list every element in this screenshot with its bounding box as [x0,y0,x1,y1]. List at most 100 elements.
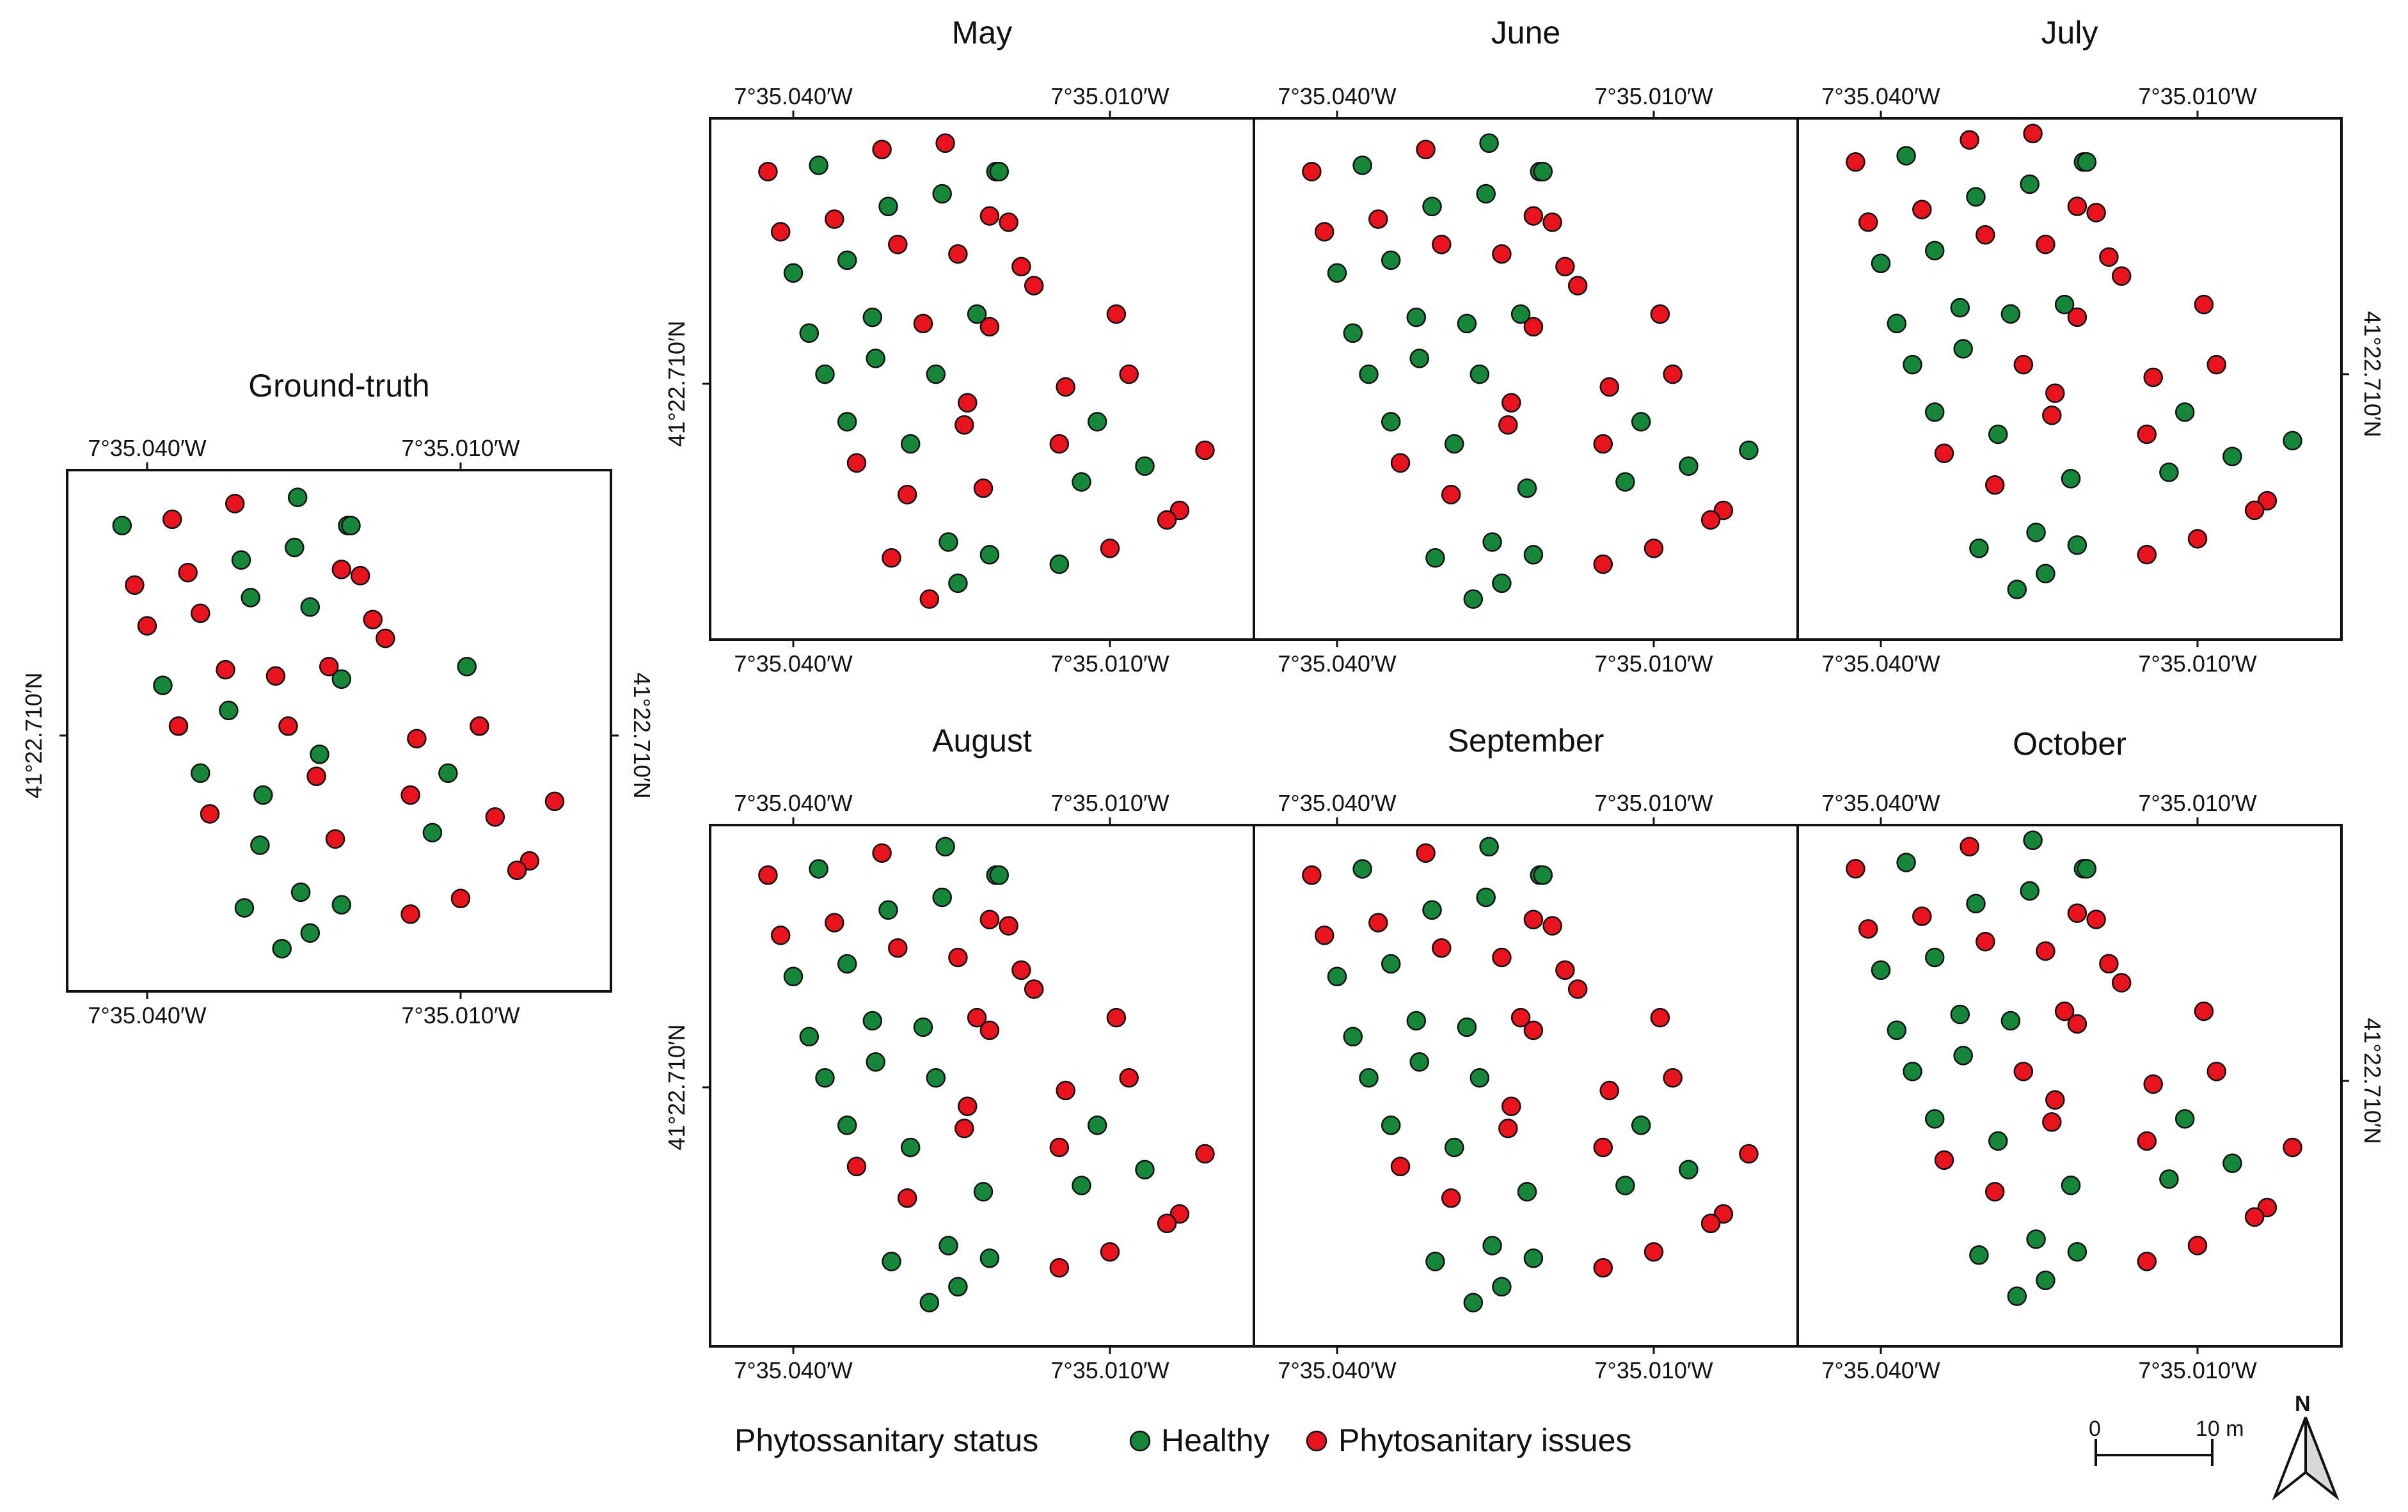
tree-point-issue [897,485,917,505]
tree-point-issue [1100,539,1120,558]
map-frame [1253,824,1799,1348]
tree-point-healthy [809,859,828,879]
tree-point-healthy [1482,1236,1502,1256]
tree-point-issue [2137,1131,2157,1151]
tree-point-issue [2042,1112,2062,1132]
tree-point-healthy [2222,446,2242,466]
tree-point-issue [1846,152,1865,172]
tree-point-healthy [1409,349,1429,368]
tree-point-issue [1024,979,1044,999]
tree-point-issue [544,791,565,812]
tree-point-healthy [1924,1109,1945,1129]
tree-point-issue [2067,196,2087,216]
tree-point-issue [2137,544,2157,565]
tree-point-healthy [1953,1046,1973,1066]
tree-point-healthy [862,1011,883,1031]
tree-point-healthy [2159,462,2179,482]
tree-point-issue [1976,931,1995,952]
latitude-tick-label: 41°22.710′N [2359,1018,2386,1144]
tree-point-issue [2244,500,2265,521]
tree-point-healthy [799,1027,820,1047]
longitude-tick-label: 7°35.010′W [1050,83,1169,109]
tree-point-healthy [1533,865,1553,885]
tree-point-healthy [1406,1011,1427,1031]
latitude-tick-label: 41°22.710′N [2359,311,2386,437]
tree-point-issue [1011,256,1031,277]
tree-point-issue [954,415,974,435]
tree-point-healthy [331,669,352,689]
tree-point-issue [1960,130,1979,150]
tree-point-issue [1195,1144,1215,1164]
panel-title: August [932,723,1032,759]
tree-point-issue [1492,244,1512,264]
tree-point-issue [2137,1251,2157,1272]
tree-point-issue [191,603,210,624]
tree-point-issue [1984,475,2005,495]
tree-point-healthy [1988,424,2008,445]
tree-point-healthy [878,900,898,920]
tree-point-healthy [979,1248,1000,1268]
tree-point-issue [1523,317,1544,337]
tree-point-healthy [2026,1229,2046,1249]
legend-issues-label: Phytosanitary issues [1338,1422,1632,1458]
tree-point-healthy [1492,1277,1512,1297]
tree-point-issue [2137,424,2157,445]
tree-point-healthy [1969,1245,1989,1265]
tree-point-healthy [2067,1242,2087,1262]
tree-point-healthy [939,532,958,552]
tree-point-issue [846,1156,867,1177]
tree-point-healthy [2283,430,2302,451]
tree-point-healthy [932,887,952,908]
tree-point-issue [1416,843,1436,863]
longitude-tick-label: 7°35.010′W [2138,790,2256,816]
tree-point-healthy [2007,579,2027,599]
tree-point-healthy [967,304,987,324]
tree-point-issue [1056,377,1075,397]
tree-point-issue [973,478,994,498]
map-panel-july: July 7°35.040′W 7°35.040′W 7°35.010′W 7°35.0… [1796,15,2386,677]
tree-point-issue [2067,1014,2087,1034]
tree-point-healthy [866,1052,885,1072]
tree-point-healthy [1381,412,1401,432]
tree-point-issue [2143,367,2163,388]
map-frame [1796,117,2343,641]
tree-point-healthy [1359,364,1379,384]
tree-point-healthy [1444,1137,1464,1158]
tree-point-issue [1049,1137,1070,1158]
tree-point-healthy [250,835,270,855]
tree-point-healthy [862,307,883,327]
tree-point-issue [1934,443,1954,464]
tree-point-issue [948,947,968,968]
tree-point-healthy [1327,966,1347,987]
tree-point-healthy [1352,859,1372,879]
tree-point-issue [2187,529,2208,549]
tree-point-issue [2013,354,2034,375]
tree-point-issue [278,716,298,736]
tree-point-healthy [191,763,210,784]
tree-point-issue [407,728,427,749]
tree-point-healthy [1903,1061,1922,1082]
tree-point-healthy [900,434,921,454]
tree-point-healthy [2000,304,2021,324]
tree-point-healthy [2020,881,2040,901]
tree-point-issue [2283,1137,2302,1158]
tree-point-healthy [1469,364,1490,384]
tree-point-issue [2023,123,2043,144]
tree-point-healthy [1533,162,1553,182]
tree-point-healthy [1492,573,1512,594]
tree-point-healthy [2174,402,2195,422]
tree-point-issue [1492,947,1512,968]
tree-point-healthy [1087,412,1107,432]
tree-point-healthy [1479,837,1499,857]
tree-point-healthy [1887,313,1907,334]
tree-point-issue [888,938,908,958]
latitude-tick-label: 41°22.710′N [629,672,655,798]
tree-point-healthy [1679,456,1699,476]
tree-point-healthy [1523,545,1544,565]
longitude-tick-label: 7°35.010′W [1594,790,1713,816]
tree-point-healthy [2159,1169,2179,1189]
longitude-tick-label: 7°35.010′W [1594,1357,1713,1383]
latitude-tick-label: 41°22.710′N [663,320,690,446]
tree-point-issue [770,925,791,945]
tree-point-healthy [2222,1153,2242,1173]
